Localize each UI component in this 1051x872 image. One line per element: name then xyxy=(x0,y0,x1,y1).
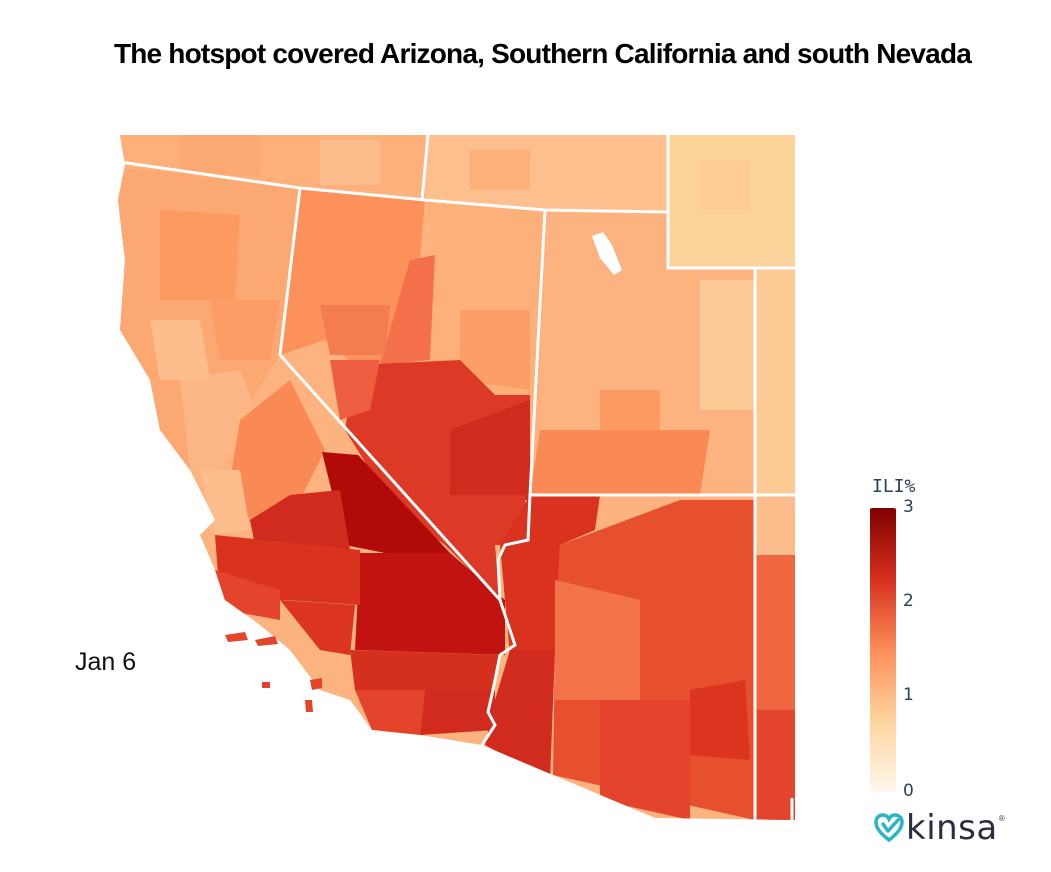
county xyxy=(160,210,240,300)
colorbar-tick: 1 xyxy=(903,685,914,705)
county xyxy=(230,380,325,520)
date-label: Jan 6 xyxy=(75,648,137,676)
region-arizona-west xyxy=(500,495,600,655)
great-salt-lake xyxy=(592,232,622,275)
border-or-ca-nv-ut xyxy=(119,160,669,214)
county-hotspot-san-bernardino xyxy=(355,553,505,655)
county xyxy=(330,360,380,420)
region-northern-nevada xyxy=(280,188,425,365)
island xyxy=(225,632,248,642)
county xyxy=(380,255,435,365)
colorbar-tick: 3 xyxy=(903,497,914,517)
colorbar-title: ILI% xyxy=(872,476,916,497)
county xyxy=(755,710,795,820)
chart-title: The hotspot covered Arizona, Southern Ca… xyxy=(113,38,972,69)
registered-mark: ® xyxy=(998,814,1005,823)
county xyxy=(180,370,260,470)
county xyxy=(755,495,795,555)
county xyxy=(210,300,280,360)
logo-wordmark: kinsa xyxy=(906,808,998,848)
county xyxy=(600,700,690,820)
island xyxy=(255,636,278,646)
county xyxy=(470,150,530,190)
county xyxy=(555,580,640,700)
county xyxy=(180,135,260,175)
island xyxy=(305,700,313,712)
county xyxy=(530,430,710,495)
county xyxy=(445,495,525,600)
county xyxy=(450,400,530,500)
county xyxy=(700,160,750,210)
border-ca-az xyxy=(480,494,532,746)
county xyxy=(250,490,350,550)
county xyxy=(320,140,380,185)
border-ut-co-az xyxy=(528,209,795,497)
kinsa-logo: kinsa ® xyxy=(874,808,1005,848)
colorbar xyxy=(870,508,896,792)
island xyxy=(310,678,322,690)
county xyxy=(755,268,795,498)
county-hotspot-inyo xyxy=(322,452,450,555)
colorbar-tick: 2 xyxy=(903,591,914,611)
channel-islands xyxy=(225,632,322,712)
county xyxy=(320,305,390,355)
state-borders xyxy=(119,134,795,820)
county xyxy=(420,690,495,735)
county xyxy=(700,280,755,410)
county xyxy=(150,320,210,380)
county xyxy=(600,390,660,430)
colorbar-tick: 0 xyxy=(903,781,914,801)
county-fill-layer xyxy=(118,135,795,820)
border-wy xyxy=(666,135,795,270)
county xyxy=(350,650,500,695)
region-colorado xyxy=(530,210,755,495)
county xyxy=(485,650,555,780)
county xyxy=(355,690,425,735)
county xyxy=(690,680,750,760)
region-idaho xyxy=(425,135,670,210)
county xyxy=(460,310,530,390)
heart-icon xyxy=(874,813,904,843)
county xyxy=(280,600,355,655)
border-ca-nv xyxy=(278,187,502,602)
border-or-id xyxy=(420,134,430,201)
island xyxy=(262,682,270,688)
